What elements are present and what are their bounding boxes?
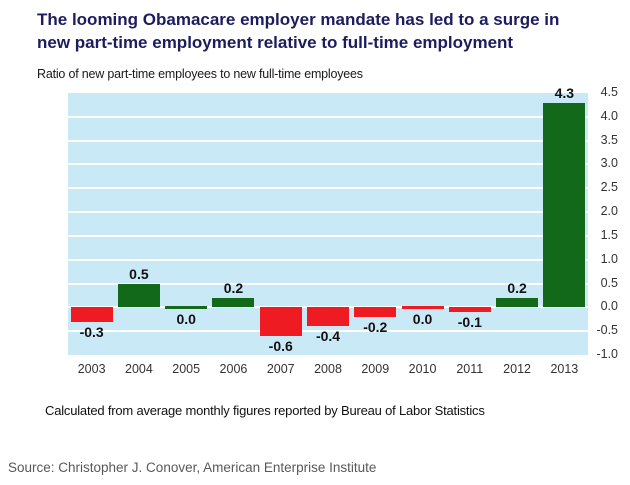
bar-2009	[354, 307, 397, 317]
axis-caption: Ratio of new part-time employees to new …	[37, 67, 363, 81]
xtick-2012: 2012	[503, 362, 531, 376]
gridline-1.5	[68, 234, 588, 237]
bar-value-2004: 0.5	[129, 265, 149, 282]
bar-value-2007: -0.6	[268, 337, 293, 354]
ytick-2.0: 2.0	[600, 204, 618, 219]
bar-2004	[117, 283, 160, 308]
ytick-2.5: 2.5	[600, 180, 618, 195]
xtick-2003: 2003	[77, 362, 106, 376]
ytick-0.5: 0.5	[600, 275, 618, 290]
bar-value-2009: -0.2	[363, 318, 388, 335]
bar-value-2006: 0.2	[223, 279, 244, 296]
ytick-4.0: 4.0	[600, 108, 618, 123]
bar-value-2003: -0.3	[79, 323, 104, 340]
gridline-0.5	[68, 282, 588, 285]
ytick-3.5: 3.5	[600, 132, 618, 147]
xtick-2005: 2005	[172, 362, 201, 376]
gridline-2.5	[68, 187, 588, 190]
ytick--0.5: -0.5	[596, 323, 618, 338]
ytick-4.5: 4.5	[600, 85, 618, 99]
xtick-2009: 2009	[361, 362, 390, 376]
bar-2005	[165, 305, 208, 309]
source-line: Source: Christopher J. Conover, American…	[8, 460, 377, 475]
gridline-3.5	[68, 139, 588, 142]
xtick-2013: 2013	[550, 362, 579, 376]
xtick-2007: 2007	[266, 362, 295, 376]
ytick-3.0: 3.0	[600, 156, 618, 171]
gridline-3.0	[68, 163, 588, 166]
bar-2012	[496, 297, 539, 308]
chart-headline: The looming Obamacare employer mandate h…	[37, 8, 622, 54]
ytick-1.5: 1.5	[600, 227, 618, 242]
bar-2008	[307, 307, 349, 327]
bar-value-2008: -0.4	[315, 328, 341, 345]
xtick-2008: 2008	[314, 362, 342, 376]
xtick-2006: 2006	[219, 362, 248, 376]
bar-value-2012: 0.2	[507, 279, 527, 296]
gridline--0.5	[68, 330, 588, 333]
headline-line2: new part-time employment relative to ful…	[37, 33, 514, 52]
ytick--1.0: -1.0	[596, 347, 618, 361]
gridline-1.0	[68, 258, 588, 261]
bar-2006	[212, 297, 255, 308]
xtick-2010: 2010	[408, 362, 437, 376]
gridline-2.0	[68, 211, 588, 214]
bar-value-2013: 4.3	[554, 84, 575, 101]
bar-value-2011: -0.1	[457, 314, 482, 331]
xtick-2004: 2004	[125, 362, 153, 376]
bar-2007	[259, 307, 302, 336]
bar-value-2010: 0.0	[412, 310, 433, 327]
bar-2010	[401, 305, 444, 309]
bar-2011	[448, 307, 491, 313]
bar-2003	[70, 307, 113, 322]
calculation-note: Calculated from average monthly figures …	[45, 403, 485, 418]
ytick-0.0: 0.0	[600, 299, 618, 314]
headline-line1: The looming Obamacare employer mandate h…	[37, 10, 560, 29]
ytick-1.0: 1.0	[600, 251, 618, 266]
bar-value-2005: 0.0	[176, 310, 196, 327]
bar-2013	[543, 102, 586, 308]
gridline-4.0	[68, 115, 588, 118]
xtick-2011: 2011	[456, 362, 484, 376]
